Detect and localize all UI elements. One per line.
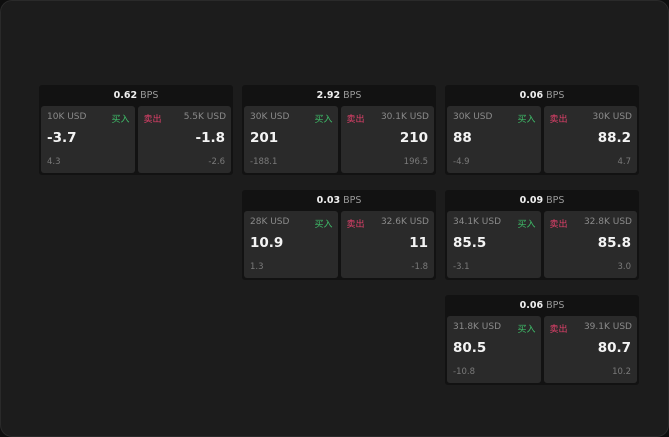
spread-value: 2.92 [316,90,341,101]
buy-label: 买入 [314,115,333,125]
buy-label: 买入 [517,115,536,125]
sell-cell[interactable]: 卖出 30K USD 88.2 4.7 [543,106,637,173]
quote-card: 0.06 BPS 30K USD 买入 88 -4.9 卖出 30K USD 88.… [445,85,639,175]
ask-price: -1.8 [195,130,225,146]
sell-label: 卖出 [549,115,568,125]
quote-card: 0.62 BPS 10K USD 买入 -3.7 4.3 卖出 5.5K USD -… [39,85,233,175]
bid-change: -10.8 [453,367,475,377]
spread-value: 0.62 [113,90,138,101]
sell-label: 卖出 [143,115,162,125]
spread-unit: BPS [343,195,362,206]
spread-value: 0.09 [519,195,544,206]
ask-price: 210 [399,130,428,146]
sell-cell[interactable]: 卖出 32.6K USD 11 -1.8 [340,211,434,278]
sell-label: 卖出 [549,325,568,335]
ask-change: 10.2 [612,367,631,377]
ask-size: 30.1K USD [380,112,429,122]
bid-change: -3.1 [453,262,470,272]
quote-card: 0.03 BPS 28K USD 买入 10.9 1.3 卖出 32.6K USD … [242,190,436,280]
buy-label: 买入 [111,115,130,125]
bid-size: 30K USD [250,112,290,122]
spread-value: 0.06 [519,90,544,101]
buy-cell[interactable]: 34.1K USD 买入 85.5 -3.1 [447,211,541,278]
ask-change: 4.7 [617,157,631,167]
buy-cell[interactable]: 10K USD 买入 -3.7 4.3 [41,106,135,173]
spread-value: 0.06 [519,300,544,311]
spread-unit: BPS [546,195,565,206]
bid-size: 31.8K USD [453,322,502,332]
spread-value: 0.03 [316,195,341,206]
quote-card: 2.92 BPS 30K USD 买入 201 -188.1 卖出 30.1K US… [242,85,436,175]
bid-size: 34.1K USD [453,217,502,227]
bid-size: 28K USD [250,217,290,227]
ask-price: 88.2 [597,130,631,146]
quote-card: 0.09 BPS 34.1K USD 买入 85.5 -3.1 卖出 32.8K U… [445,190,639,280]
sell-cell[interactable]: 卖出 30.1K USD 210 196.5 [340,106,434,173]
spread-unit: BPS [546,90,565,101]
bid-price: 88 [453,130,472,146]
buy-label: 买入 [314,220,333,230]
bid-change: -4.9 [453,157,470,167]
sell-cell[interactable]: 卖出 39.1K USD 80.7 10.2 [543,316,637,383]
ask-price: 11 [409,235,428,251]
spread-header: 0.03 BPS [242,190,436,211]
buy-cell[interactable]: 28K USD 买入 10.9 1.3 [244,211,338,278]
ask-size: 32.6K USD [380,217,429,227]
buy-label: 买入 [517,220,536,230]
spread-header: 0.09 BPS [445,190,639,211]
quote-card: 0.06 BPS 31.8K USD 买入 80.5 -10.8 卖出 39.1K … [445,295,639,385]
sell-cell[interactable]: 卖出 32.8K USD 85.8 3.0 [543,211,637,278]
sell-label: 卖出 [549,220,568,230]
bid-price: 85.5 [453,235,487,251]
spread-unit: BPS [546,300,565,311]
ask-change: -2.6 [208,157,225,167]
spread-header: 0.62 BPS [39,85,233,106]
buy-cell[interactable]: 30K USD 买入 88 -4.9 [447,106,541,173]
ask-price: 80.7 [597,340,631,356]
bid-price: -3.7 [47,130,77,146]
bid-price: 10.9 [250,235,284,251]
bid-size: 10K USD [47,112,87,122]
ask-size: 5.5K USD [183,112,226,122]
spread-header: 0.06 BPS [445,295,639,316]
spread-header: 2.92 BPS [242,85,436,106]
spread-unit: BPS [140,90,159,101]
buy-cell[interactable]: 30K USD 买入 201 -188.1 [244,106,338,173]
bid-change: 1.3 [250,262,264,272]
bid-change: 4.3 [47,157,61,167]
sell-label: 卖出 [346,115,365,125]
ask-change: -1.8 [411,262,428,272]
spread-header: 0.06 BPS [445,85,639,106]
sell-cell[interactable]: 卖出 5.5K USD -1.8 -2.6 [137,106,231,173]
bid-price: 201 [250,130,279,146]
bid-price: 80.5 [453,340,487,356]
sell-label: 卖出 [346,220,365,230]
ask-change: 3.0 [617,262,631,272]
ask-size: 32.8K USD [583,217,632,227]
bid-size: 30K USD [453,112,493,122]
spread-unit: BPS [343,90,362,101]
ask-size: 30K USD [592,112,632,122]
bid-change: -188.1 [250,157,278,167]
ask-change: 196.5 [403,157,428,167]
ask-size: 39.1K USD [583,322,632,332]
ask-price: 85.8 [597,235,631,251]
buy-cell[interactable]: 31.8K USD 买入 80.5 -10.8 [447,316,541,383]
buy-label: 买入 [517,325,536,335]
